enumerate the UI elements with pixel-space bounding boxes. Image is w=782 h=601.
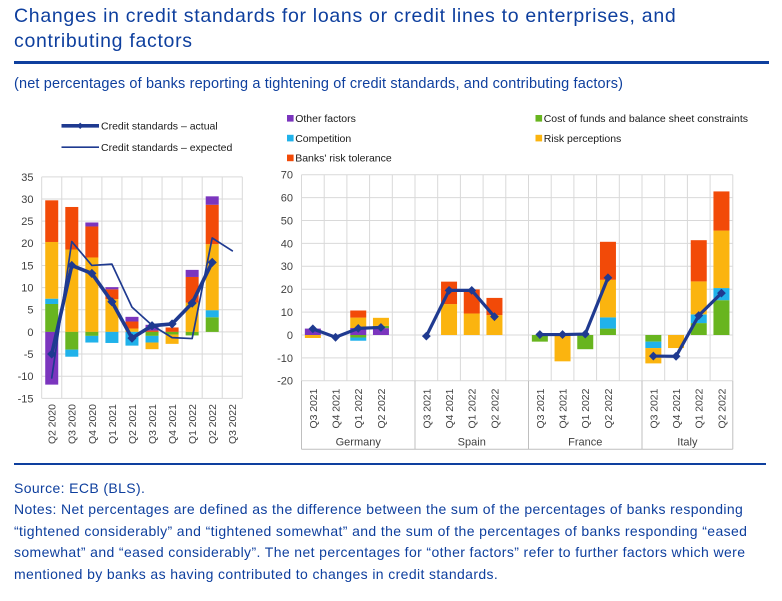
svg-text:Germany: Germany: [336, 437, 382, 449]
svg-text:Q2 2021: Q2 2021: [128, 404, 139, 444]
svg-text:10: 10: [281, 307, 293, 319]
svg-text:Q4 2020: Q4 2020: [88, 404, 99, 444]
svg-text:Q2 2022: Q2 2022: [717, 388, 728, 428]
svg-text:-20: -20: [277, 376, 293, 388]
svg-text:20: 20: [21, 238, 33, 250]
svg-text:Q1 2021: Q1 2021: [108, 404, 119, 444]
svg-text:20: 20: [281, 284, 293, 296]
svg-text:0: 0: [287, 330, 293, 342]
svg-text:Spain: Spain: [458, 437, 486, 449]
svg-text:Q3 2021: Q3 2021: [649, 388, 660, 428]
svg-text:Q1 2022: Q1 2022: [581, 388, 592, 428]
svg-text:60: 60: [281, 193, 293, 205]
svg-text:Q3 2021: Q3 2021: [309, 388, 320, 428]
svg-text:35: 35: [21, 172, 33, 184]
svg-text:Q4 2021: Q4 2021: [331, 388, 342, 428]
svg-text:Q1 2022: Q1 2022: [695, 388, 706, 428]
svg-text:Q3 2021: Q3 2021: [148, 404, 159, 444]
svg-text:Q1 2022: Q1 2022: [468, 388, 479, 428]
svg-text:-10: -10: [18, 371, 34, 383]
svg-text:Q3 2021: Q3 2021: [422, 388, 433, 428]
svg-text:Banks' risk tolerance: Banks' risk tolerance: [295, 153, 392, 165]
svg-text:Q1 2022: Q1 2022: [188, 404, 199, 444]
svg-text:-15: -15: [18, 393, 34, 405]
svg-text:30: 30: [21, 194, 33, 206]
svg-text:Credit standards – expected: Credit standards – expected: [101, 142, 232, 154]
svg-text:Q2 2022: Q2 2022: [490, 388, 501, 428]
svg-text:Competition: Competition: [295, 133, 351, 145]
svg-text:Q4 2021: Q4 2021: [445, 388, 456, 428]
svg-text:25: 25: [21, 216, 33, 228]
svg-text:Risk perceptions: Risk perceptions: [544, 133, 622, 145]
svg-text:Cost of funds and balance shee: Cost of funds and balance sheet constrai…: [544, 113, 748, 125]
svg-text:Q2 2022: Q2 2022: [377, 388, 388, 428]
svg-text:Credit standards – actual: Credit standards – actual: [101, 121, 218, 133]
svg-text:10: 10: [21, 283, 33, 295]
svg-text:Q3 2020: Q3 2020: [68, 404, 79, 444]
svg-text:5: 5: [27, 305, 33, 317]
svg-text:40: 40: [281, 238, 293, 250]
svg-text:Q2 2022: Q2 2022: [208, 404, 219, 444]
svg-text:France: France: [568, 437, 602, 449]
svg-text:Other factors: Other factors: [295, 113, 356, 125]
svg-text:Q3 2022: Q3 2022: [228, 404, 239, 444]
svg-text:Q2 2020: Q2 2020: [48, 404, 59, 444]
svg-text:15: 15: [21, 260, 33, 272]
svg-text:30: 30: [281, 261, 293, 273]
svg-text:Q4 2021: Q4 2021: [672, 388, 683, 428]
svg-text:-10: -10: [277, 353, 293, 365]
svg-text:0: 0: [27, 327, 33, 339]
svg-text:50: 50: [281, 215, 293, 227]
svg-text:Q4 2021: Q4 2021: [558, 388, 569, 428]
svg-text:Italy: Italy: [677, 437, 698, 449]
svg-text:Q4 2021: Q4 2021: [168, 404, 179, 444]
svg-text:Q1 2022: Q1 2022: [354, 388, 365, 428]
svg-text:-5: -5: [24, 349, 34, 361]
svg-text:Q3 2021: Q3 2021: [536, 388, 547, 428]
svg-text:Q2 2022: Q2 2022: [604, 388, 615, 428]
svg-text:70: 70: [281, 170, 293, 182]
